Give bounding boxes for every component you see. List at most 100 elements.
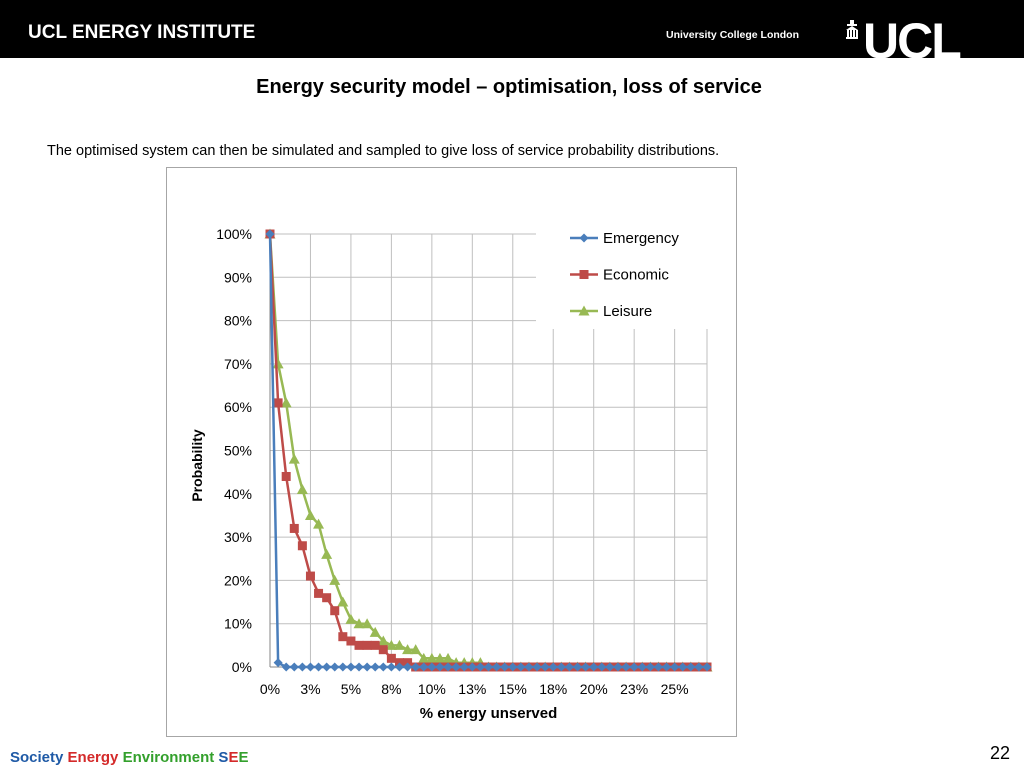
data-point-emergency [645, 662, 655, 672]
x-axis-title: % energy unserved [420, 705, 558, 722]
data-point-emergency [411, 662, 421, 672]
data-point-emergency [629, 662, 639, 672]
y-tick-label: 60% [224, 399, 252, 415]
data-point-emergency [702, 662, 712, 672]
data-point-emergency [467, 662, 477, 672]
data-point-leisure [280, 397, 292, 408]
y-tick-label: 100% [216, 226, 252, 242]
data-point-economic [346, 636, 356, 646]
data-point-economic [338, 632, 348, 642]
data-point-leisure [369, 626, 381, 637]
data-point-emergency [581, 662, 591, 672]
data-point-leisure [361, 618, 373, 629]
footer-tagline: Society Energy Environment SEE [10, 749, 248, 766]
data-point-leisure [418, 652, 430, 663]
footer-energy: Energy [67, 749, 119, 766]
data-point-emergency [354, 662, 364, 672]
data-point-emergency [281, 662, 291, 672]
data-point-economic [273, 398, 283, 408]
data-point-leisure [321, 548, 333, 559]
data-point-emergency [273, 658, 283, 668]
data-point-emergency [386, 662, 396, 672]
data-point-emergency [419, 662, 429, 672]
data-point-emergency [597, 662, 607, 672]
data-point-emergency [662, 662, 672, 672]
x-tick-label: 13% [458, 681, 486, 697]
data-point-emergency [427, 662, 437, 672]
y-tick-label: 90% [224, 269, 252, 285]
y-tick-label: 80% [224, 313, 252, 329]
data-point-economic [330, 606, 340, 616]
data-point-emergency [532, 662, 542, 672]
data-point-emergency [686, 662, 696, 672]
data-point-leisure [296, 483, 308, 494]
legend-marker-emergency [579, 233, 589, 243]
x-tick-label: 8% [381, 681, 401, 697]
data-point-emergency [346, 662, 356, 672]
data-point-emergency [297, 662, 307, 672]
data-point-leisure [313, 518, 325, 529]
data-point-leisure [402, 644, 414, 655]
y-tick-label: 70% [224, 356, 252, 372]
data-point-emergency [338, 662, 348, 672]
slide-subtitle: The optimised system can then be simulat… [47, 143, 720, 159]
footer-see-e2: E [238, 749, 249, 766]
y-tick-label: 50% [224, 443, 252, 459]
x-tick-label: 5% [341, 681, 361, 697]
data-point-emergency [670, 662, 680, 672]
data-point-economic [378, 645, 388, 655]
legend-marker-leisure [578, 305, 590, 316]
legend-label-leisure: Leisure [603, 303, 652, 320]
footer-see-e1: E [228, 749, 239, 766]
y-tick-label: 40% [224, 486, 252, 502]
data-point-emergency [394, 662, 404, 672]
data-point-economic [370, 640, 380, 650]
data-point-leisure [434, 652, 446, 663]
x-tick-label: 0% [260, 681, 280, 697]
data-point-leisure [426, 652, 438, 663]
x-tick-label: 3% [300, 681, 320, 697]
slide-title: Energy security model – optimisation, lo… [256, 76, 762, 98]
data-point-emergency [362, 662, 372, 672]
data-point-emergency [314, 662, 324, 672]
loss-of-service-chart: 0% 10% 20% 30% 40% 50% 60% 70% 80% 90% 100% 0% 3% 5% 8… [166, 167, 737, 737]
data-point-emergency [484, 662, 493, 672]
x-tick-label: 10% [418, 681, 446, 697]
data-point-emergency [435, 662, 445, 672]
data-point-economic [322, 593, 332, 603]
data-point-emergency [516, 662, 526, 672]
data-point-emergency [403, 662, 413, 672]
data-point-leisure [385, 639, 397, 650]
x-tick-label: 25% [661, 681, 689, 697]
data-point-emergency [289, 662, 299, 672]
data-point-emergency [548, 662, 558, 672]
data-point-emergency [475, 662, 485, 672]
legend-marker-economic [579, 270, 589, 279]
data-point-emergency [378, 662, 388, 672]
data-point-leisure [377, 635, 389, 646]
data-point-leisure [304, 509, 316, 520]
data-point-leisure [288, 453, 300, 464]
data-point-emergency [694, 662, 704, 672]
x-tick-label: 18% [539, 681, 567, 697]
data-point-emergency [678, 662, 688, 672]
data-point-emergency [605, 662, 615, 672]
chart-container: 0% 10% 20% 30% 40% 50% 60% 70% 80% 90% 100% 0% 3% 5% 8… [166, 167, 737, 737]
data-point-emergency [637, 662, 647, 672]
data-point-leisure [442, 652, 454, 663]
logo-text: UCL [863, 14, 960, 60]
y-tick-label: 0% [232, 659, 252, 675]
data-point-emergency [540, 662, 550, 672]
data-point-economic [314, 588, 324, 598]
data-point-economic [362, 640, 372, 650]
ucl-logo: UCL [846, 14, 962, 60]
data-point-emergency [613, 662, 623, 672]
data-point-emergency [589, 662, 599, 672]
data-point-emergency [508, 662, 518, 672]
data-point-leisure [337, 596, 349, 607]
footer-society: Society [10, 749, 64, 766]
data-point-economic [297, 541, 307, 551]
y-tick-label: 30% [224, 529, 252, 545]
data-point-economic [386, 653, 396, 663]
data-point-emergency [443, 662, 453, 672]
